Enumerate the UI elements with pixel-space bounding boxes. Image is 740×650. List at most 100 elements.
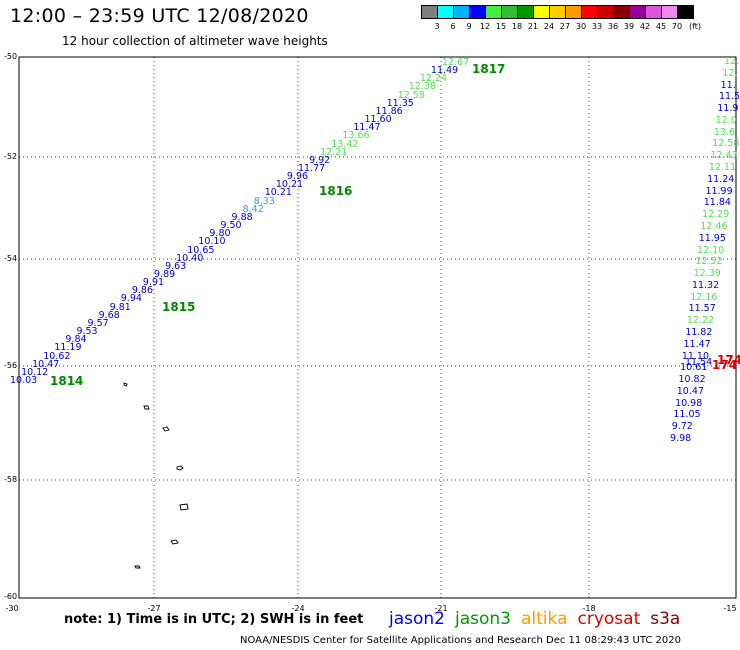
- wave-height-value: 9.88: [231, 211, 253, 223]
- color-swatch: [677, 5, 694, 19]
- lat-tick-label: -54: [4, 254, 18, 263]
- wave-height-value: 9.72: [671, 421, 693, 433]
- wave-height-value: 12.58: [397, 89, 425, 101]
- legend-altika: altika: [521, 609, 568, 629]
- wave-height-value: 11.47: [353, 122, 381, 134]
- wave-height-value: 13.66: [342, 130, 370, 142]
- wave-height-value: 13.42: [331, 138, 359, 150]
- island: [123, 382, 128, 387]
- wave-height-value: 10.10: [198, 236, 226, 248]
- wave-height-value: 11.5: [718, 91, 740, 103]
- wave-height-value: 9.68: [98, 309, 120, 321]
- wave-height-value: 11.32: [691, 279, 720, 291]
- chart-subtitle: 12 hour collection of altimeter wave hei…: [62, 34, 328, 48]
- wave-height-value: 11.19: [54, 342, 82, 354]
- wave-height-value: 11.47: [683, 338, 711, 350]
- island-outlines: [123, 382, 189, 569]
- color-scale-label: 70: [671, 22, 683, 31]
- island: [179, 503, 189, 511]
- wave-height-value: 12.39: [693, 268, 721, 280]
- legend-jason3: jason3: [455, 609, 511, 629]
- chart-title: 12:00 – 23:59 UTC 12/08/2020: [10, 5, 309, 27]
- wave-height-value: 10.47: [32, 358, 60, 370]
- pass-label-cryosat: 174: [712, 358, 738, 372]
- wave-height-value: 9.53: [76, 326, 98, 338]
- wave-height-value: 10.82: [678, 374, 706, 386]
- wave-height-value: 11.10: [681, 350, 710, 362]
- wave-height-value: 11.86: [375, 105, 403, 117]
- wave-height-value: 9.50: [220, 220, 242, 232]
- color-scale-label: 39: [623, 22, 635, 31]
- wave-height-value: 12.67: [442, 57, 470, 68]
- pass-label-1817: 1817: [472, 62, 506, 76]
- color-scale-label: 36: [607, 22, 619, 31]
- wave-height-value: 9.89: [154, 269, 176, 280]
- lat-tick-label: -60: [4, 592, 18, 601]
- color-scale-label: (ft): [688, 22, 702, 31]
- wave-height-value: 12.21: [320, 146, 348, 158]
- wave-height-value: 11.99: [705, 185, 733, 197]
- wave-height-value: 10.03: [10, 375, 38, 386]
- color-scale-label: 12: [479, 22, 491, 31]
- island: [143, 405, 150, 410]
- legend-cryosat: cryosat: [577, 609, 641, 629]
- wave-height-value: 11.: [720, 79, 736, 91]
- wave-height-value: 11.77: [298, 163, 326, 174]
- wave-height-value: 10.65: [187, 244, 215, 256]
- color-scale-bar: [421, 5, 694, 19]
- color-scale-label: 24: [543, 22, 555, 31]
- wave-height-value: 9.96: [286, 171, 309, 183]
- wave-height-value: 9.57: [87, 317, 109, 329]
- lon-tick-label: -30: [5, 604, 19, 613]
- satellite-legend: jason2 jason3 altika cryosat s3a: [389, 609, 690, 629]
- wave-height-value: 10.62: [43, 350, 71, 362]
- lon-tick-label: -24: [291, 604, 305, 613]
- wave-height-value: 8.33: [253, 195, 275, 207]
- color-scale-label: 15: [495, 22, 507, 31]
- credit-footer: NOAA/NESDIS Center for Satellite Applica…: [240, 635, 682, 646]
- graticule: [19, 57, 736, 598]
- wave-height-value: 9.98: [670, 433, 692, 444]
- wave-height-value: 12.29: [702, 209, 730, 221]
- lat-tick-label: -50: [4, 52, 18, 61]
- wave-height-value: 11.57: [688, 303, 716, 315]
- wave-height-value: 12.11: [708, 162, 737, 174]
- wave-height-value: 12.10: [697, 244, 725, 256]
- color-scale-label: 9: [466, 22, 472, 31]
- island: [162, 426, 170, 432]
- pass-label-cryosat: 174: [717, 353, 740, 367]
- footnote: note: 1) Time is in UTC; 2) SWH is in fe…: [64, 612, 364, 627]
- wave-height-value: 12.43: [710, 150, 738, 162]
- color-scale-labels: 3 6 9 12 15 18 21 24 27 30 33 36 39 42 45 70 (ft): [421, 22, 740, 34]
- island: [170, 539, 179, 545]
- wave-height-value: 11.49: [430, 65, 459, 77]
- color-scale-label: 33: [591, 22, 603, 31]
- wave-height-value: 11.84: [703, 197, 731, 209]
- pass-label-1815: 1815: [162, 300, 196, 314]
- wave-height-value: 12.46: [700, 220, 728, 232]
- wave-height-value: 9.80: [209, 228, 231, 240]
- wave-height-value: 11.54: [685, 357, 713, 368]
- wave-height-value: 9.84: [65, 334, 87, 346]
- lon-tick-label: -18: [582, 604, 596, 613]
- wave-height-value: 12.: [724, 56, 740, 67]
- wave-height-value: 12.22: [686, 315, 715, 327]
- wave-height-value: 10.21: [264, 187, 292, 199]
- wave-height-value: 11.35: [386, 97, 414, 109]
- color-scale-label: 3: [434, 22, 440, 31]
- wave-height-value: 12.0: [715, 114, 737, 126]
- pass-label-1814: 1814: [50, 374, 84, 388]
- wave-height-value: 9.86: [131, 285, 153, 297]
- lon-tick-label: -21: [434, 604, 448, 613]
- lat-tick-label: -58: [4, 475, 18, 484]
- wave-height-value: 10.98: [675, 397, 703, 409]
- wave-height-value: 12.: [722, 67, 738, 79]
- wave-height-value: 11.05: [673, 409, 701, 421]
- wave-height-value: 9.94: [120, 293, 142, 305]
- wave-height-value: 10.12: [21, 366, 49, 378]
- legend-s3a: s3a: [650, 609, 681, 629]
- lat-tick-label: -52: [4, 152, 18, 161]
- wave-height-value: 12.38: [408, 81, 436, 93]
- wave-height-value: 10.21: [275, 179, 304, 191]
- wave-height-value: 11.60: [364, 114, 392, 126]
